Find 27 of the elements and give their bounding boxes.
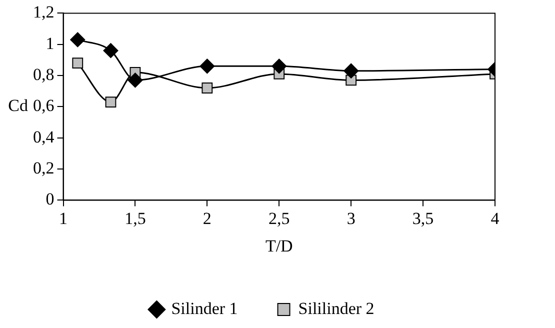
point — [344, 63, 359, 78]
point — [128, 72, 143, 88]
point — [202, 82, 213, 94]
point — [272, 58, 287, 74]
x-tick-label: 3 — [346, 208, 356, 228]
point — [72, 58, 84, 69]
x-tick-label: 2 — [202, 208, 212, 228]
x-tick-label: 3,5 — [412, 208, 434, 228]
point — [70, 32, 86, 48]
point — [105, 96, 116, 108]
y-tick-label: 0,2 — [33, 158, 54, 178]
y-axis-title: Cd — [8, 96, 28, 116]
y-tick-label: 1 — [46, 34, 54, 53]
x-axis-title: T/D — [265, 236, 293, 256]
x-tick-label: 1,5 — [124, 208, 146, 228]
y-tick-label: 1,2 — [33, 2, 54, 22]
x-tick-label: 1 — [59, 208, 68, 228]
y-tick-label: 0 — [46, 190, 54, 209]
point — [103, 43, 118, 58]
legend-label: Silinder 1 — [171, 298, 238, 318]
point — [200, 58, 215, 74]
x-tick-label: 4 — [490, 208, 500, 228]
y-tick-label: 0,4 — [33, 127, 55, 146]
y-tick-label: 0,6 — [33, 96, 54, 116]
x-tick-label: 2,5 — [268, 208, 290, 228]
y-tick-label: 0,8 — [33, 65, 54, 84]
legend-label: Sililinder 2 — [298, 298, 374, 318]
